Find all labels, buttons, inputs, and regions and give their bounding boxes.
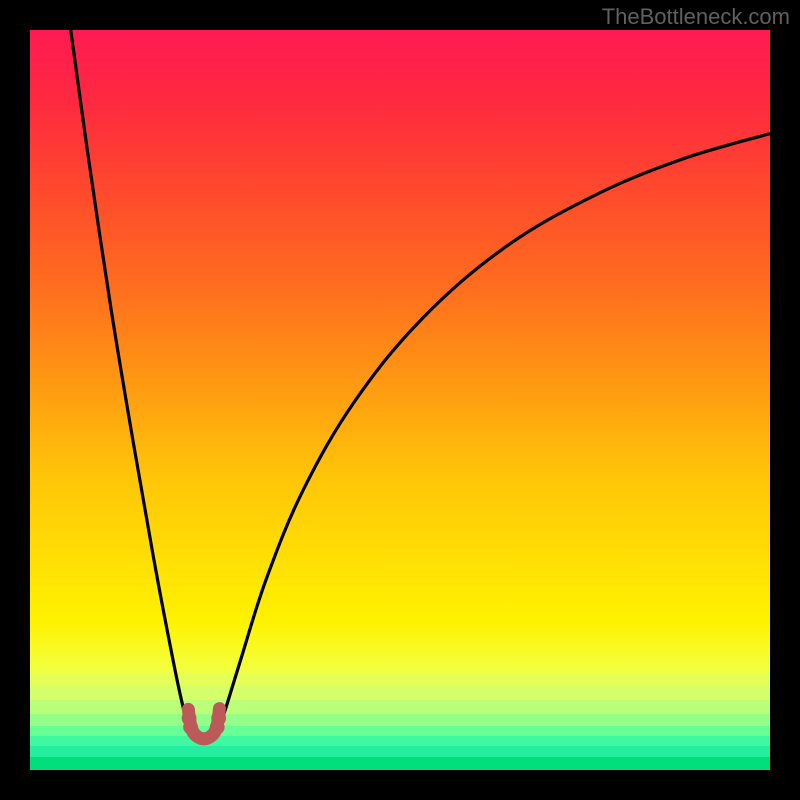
green-band [30,736,770,746]
plot-frame [30,30,770,770]
green-band [30,700,770,713]
green-band [30,714,770,726]
green-band [30,674,770,686]
gradient-background [30,30,770,770]
green-band [30,746,770,756]
watermark-text: TheBottleneck.com [602,4,790,30]
green-band [30,726,770,736]
green-band [30,757,770,770]
plot-area [30,30,770,770]
green-band [30,686,770,701]
